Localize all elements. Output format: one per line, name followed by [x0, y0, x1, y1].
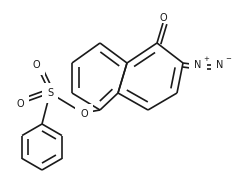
Text: O: O: [159, 13, 167, 23]
Text: O: O: [16, 99, 24, 109]
Text: N: N: [216, 60, 224, 70]
Text: −: −: [225, 56, 231, 62]
Text: N: N: [194, 60, 202, 70]
Text: O: O: [32, 60, 40, 70]
Text: O: O: [80, 109, 88, 119]
Text: S: S: [47, 88, 53, 98]
Text: +: +: [203, 56, 209, 62]
